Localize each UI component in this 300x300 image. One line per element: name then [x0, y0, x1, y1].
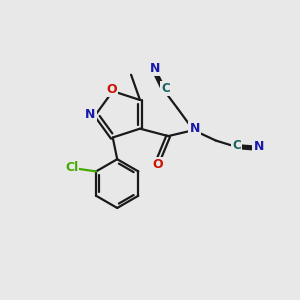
Text: C: C	[232, 139, 241, 152]
Text: C: C	[161, 82, 170, 95]
Text: N: N	[254, 140, 264, 153]
Text: O: O	[152, 158, 163, 171]
Text: N: N	[190, 122, 200, 135]
Text: N: N	[85, 108, 96, 121]
Text: Cl: Cl	[65, 161, 78, 174]
Text: N: N	[150, 61, 160, 74]
Text: O: O	[106, 83, 117, 96]
